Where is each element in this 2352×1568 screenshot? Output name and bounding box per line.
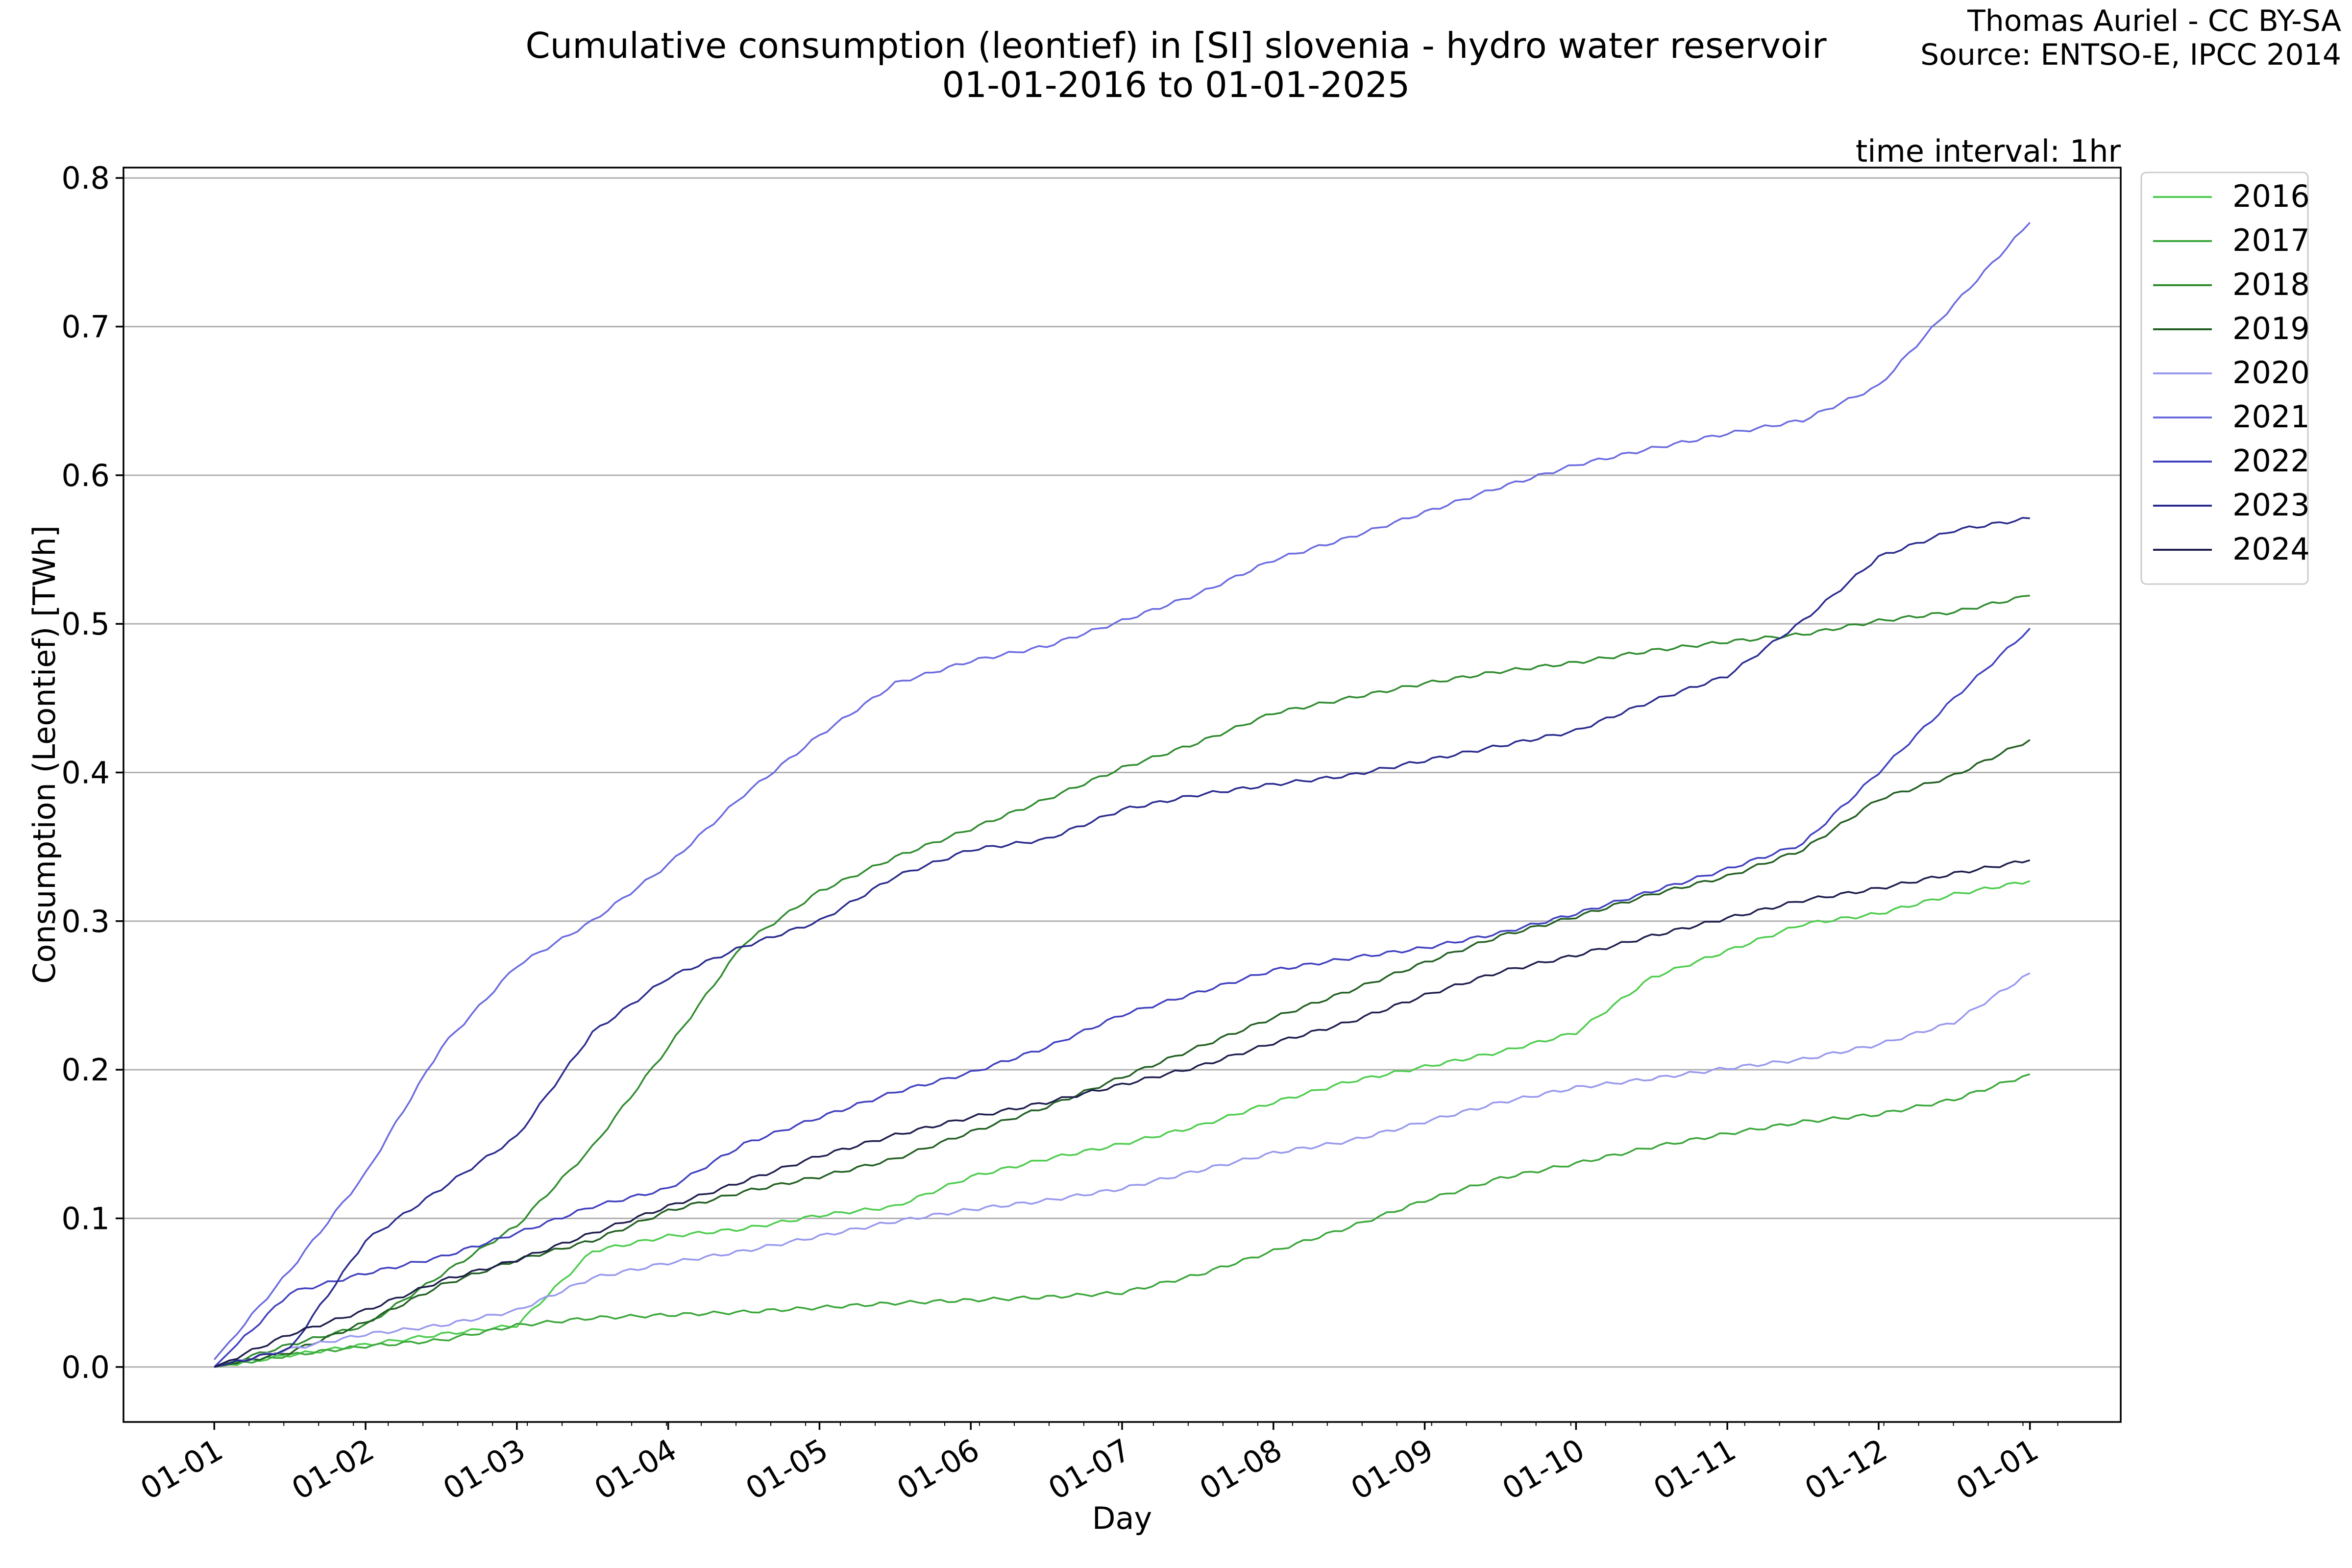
legend-label-2017: 2017: [2232, 222, 2310, 258]
series-line-2021: [213, 222, 2031, 1360]
x-tick-label: 01-10: [1496, 1432, 1591, 1507]
y-tick-label: 0.8: [61, 160, 110, 196]
legend-label-2019: 2019: [2232, 311, 2310, 346]
x-tick-label: 01-09: [1345, 1432, 1440, 1507]
y-tick-label: 0.2: [61, 1052, 110, 1088]
y-tick-label: 0.3: [61, 904, 110, 939]
legend-label-2018: 2018: [2232, 267, 2310, 302]
chart-title: Cumulative consumption (leontief) in [SI…: [525, 25, 1827, 66]
time-interval-annotation: time interval: 1hr: [1856, 133, 2121, 169]
series-line-2022: [214, 628, 2031, 1368]
y-axis-label: Consumption (Leontief) [TWh]: [26, 525, 62, 984]
x-tick-label: 01-07: [1042, 1432, 1137, 1507]
y-tick-label: 0.1: [61, 1200, 110, 1236]
x-tick-label: 01-01: [1950, 1432, 2045, 1507]
series-line-2020: [214, 972, 2031, 1368]
y-tick-label: 0.0: [61, 1349, 110, 1385]
legend-label-2021: 2021: [2232, 399, 2310, 435]
chart-subtitle: 01-01-2016 to 01-01-2025: [942, 64, 1410, 105]
legend-label-2022: 2022: [2232, 443, 2310, 479]
legend-label-2020: 2020: [2232, 355, 2310, 391]
series-line-2023: [214, 516, 2030, 1368]
x-tick-label: 01-08: [1194, 1432, 1288, 1507]
series-line-2024: [214, 859, 2031, 1368]
x-tick-label: 01-06: [891, 1432, 985, 1507]
legend-label-2024: 2024: [2232, 531, 2310, 567]
series-line-2017: [214, 1073, 2031, 1368]
x-tick-label: 01-02: [286, 1432, 380, 1507]
y-tick-label: 0.5: [61, 606, 110, 642]
x-tick-label: 01-12: [1799, 1432, 1893, 1507]
series-lines: [213, 222, 2031, 1368]
series-line-2016: [214, 880, 2031, 1368]
plot-frame: [122, 167, 2122, 1423]
axis-ticks: 0.0 0.1 0.2 0.3 0.4 0.5 0.6 0.7 0.8 01-01 01-02 01-…: [61, 160, 2058, 1507]
legend-label-2016: 2016: [2232, 178, 2310, 214]
grid: [123, 177, 2121, 1368]
x-tick-label: 01-01: [134, 1432, 229, 1507]
legend-frame: [2140, 172, 2309, 585]
credit-source: Source: ENTSO-E, IPCC 2014: [1920, 38, 2341, 72]
x-tick-label: 01-03: [437, 1432, 532, 1507]
x-tick-label: 01-05: [739, 1432, 834, 1507]
series-line-2019: [214, 739, 2031, 1368]
legend: 2016 2017 2018 2019 2020 2021 2022 2023 2024: [2140, 172, 2310, 585]
x-tick-label: 01-11: [1647, 1432, 1742, 1507]
y-tick-label: 0.7: [61, 309, 110, 345]
x-tick-label: 01-04: [588, 1432, 683, 1507]
legend-label-2023: 2023: [2232, 487, 2310, 523]
y-tick-label: 0.4: [61, 755, 110, 791]
credit-author: Thomas Auriel - CC BY-SA: [1967, 4, 2341, 38]
x-axis-label: Day: [1092, 1500, 1152, 1536]
y-tick-label: 0.6: [61, 458, 110, 493]
series-line-2018: [214, 594, 2030, 1368]
